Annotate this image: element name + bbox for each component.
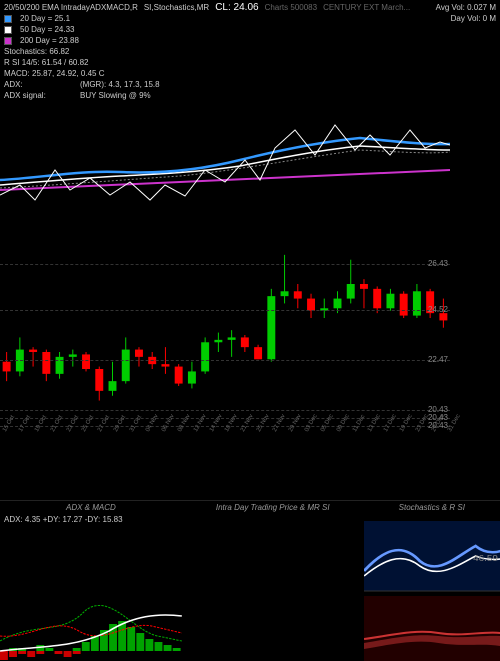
charts-id: Charts 500083 — [265, 2, 317, 13]
adx-macd-panel: ADX & MACD ADX: 4.35 +DY: 17.27 -DY: 15.… — [0, 500, 182, 660]
date-tick: 27 Oct — [97, 429, 106, 435]
svg-text:46.59: 46.59 — [473, 554, 498, 563]
date-tick: 31 Dec — [447, 429, 456, 435]
stoch-title: Stochastics & R SI — [364, 503, 500, 512]
swatch-ema20 — [4, 15, 12, 23]
swatch-ema200 — [4, 37, 12, 45]
ema50-label: 50 Day = 24.33 — [20, 24, 74, 35]
date-tick: 17 Dec — [383, 429, 392, 435]
avg-vol: Avg Vol: 0.027 M — [436, 2, 496, 13]
mgr-label: (MGR): 4.3, 17.3, 15.8 — [80, 79, 160, 90]
symbol-name: CENTURY EXT March... — [323, 2, 410, 13]
date-tick: 21 Nov — [240, 429, 249, 435]
date-tick: 31 Oct — [129, 429, 138, 435]
date-tick: 27 Nov — [272, 429, 281, 435]
stoch-rsi-panel: Stochastics & R SI 46.59 — [364, 500, 500, 660]
price-level-label: 24.52 — [428, 305, 448, 314]
date-tick: 17 Oct — [18, 429, 27, 435]
date-tick: 11 Dec — [352, 429, 361, 435]
date-tick: 29 Oct — [113, 429, 122, 435]
date-tick: 29 Nov — [288, 429, 297, 435]
title-sub: SI,Stochastics,MR — [144, 2, 209, 13]
adx-subtitle: ADX: 4.35 +DY: 17.27 -DY: 15.83 — [4, 515, 123, 524]
date-tick: 25 Nov — [256, 429, 265, 435]
date-tick: 09 Dec — [336, 429, 345, 435]
date-tick: 14 Nov — [209, 429, 218, 435]
stoch-label: Stochastics: 66.82 — [4, 46, 69, 57]
date-tick: 03 Dec — [304, 429, 313, 435]
price-level-label: 22.47 — [428, 355, 448, 364]
date-tick: 08 Nov — [177, 429, 186, 435]
intra-title: Intra Day Trading Price & MR SI — [182, 503, 364, 512]
day-vol: Day Vol: 0 M — [451, 13, 496, 24]
date-tick: 21 Oct — [50, 429, 59, 435]
ema20-label: 20 Day = 25.1 — [20, 13, 70, 24]
ema-chart — [0, 100, 450, 220]
rsi-label: R SI 14/5: 61.54 / 60.82 — [4, 57, 89, 68]
title-indicators: 20/50/200 EMA IntradayADXMACD,R — [4, 2, 138, 13]
cl-label: CL: — [215, 2, 231, 13]
adx-label: ADX: — [4, 79, 74, 90]
date-tick: 12 Nov — [193, 429, 202, 435]
price-level-label: 26.43 — [428, 259, 448, 268]
adx-title: ADX & MACD — [0, 503, 182, 512]
date-axis: 15 Oct 17 Oct 19 Oct 21 Oct 23 Oct 25 Oct 27 O… — [0, 420, 450, 440]
ema200-label: 200 Day = 23.88 — [20, 35, 79, 46]
date-tick: 23 Dec — [415, 429, 424, 435]
date-tick: 23 Oct — [66, 429, 75, 435]
intraday-panel: Intra Day Trading Price & MR SI — [182, 500, 364, 660]
chart-header: 20/50/200 EMA IntradayADXMACD,R SI,Stoch… — [0, 0, 500, 103]
date-tick: 19 Dec — [399, 429, 408, 435]
date-tick: 19 Oct — [34, 429, 43, 435]
swatch-ema50 — [4, 26, 12, 34]
candlestick-chart: 26.4324.5222.4720.4320.4320.43 — [0, 250, 450, 420]
indicator-panels: ADX & MACD ADX: 4.35 +DY: 17.27 -DY: 15.… — [0, 500, 500, 660]
date-tick: 13 Dec — [367, 429, 376, 435]
date-tick: 27 Dec — [431, 429, 440, 435]
date-tick: 18 Nov — [224, 429, 233, 435]
date-tick: 25 Oct — [81, 429, 90, 435]
date-tick: 06 Nov — [161, 429, 170, 435]
date-tick: 05 Dec — [320, 429, 329, 435]
date-tick: 04 Nov — [145, 429, 154, 435]
date-tick: 15 Oct — [2, 429, 11, 435]
cl-value: 24.06 — [234, 2, 259, 13]
macd-label: MACD: 25.87, 24.92, 0.45 C — [4, 68, 105, 79]
